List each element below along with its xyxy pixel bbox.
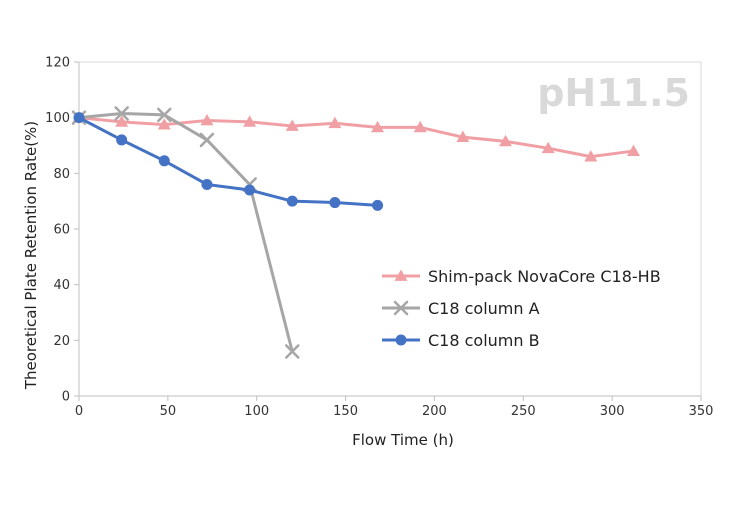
data-point: [116, 134, 128, 146]
x-tick-label: 350: [689, 404, 714, 419]
data-point: [328, 116, 342, 129]
data-point: [114, 106, 129, 121]
legend-label: Shim-pack NovaCore C18-HB: [428, 267, 661, 286]
data-point: [541, 141, 555, 154]
x-tick-label: 300: [600, 404, 625, 419]
y-tick-label: 40: [53, 278, 70, 293]
legend-item: C18 column B: [382, 331, 540, 350]
y-tick-label: 20: [53, 334, 70, 349]
data-point: [285, 119, 299, 131]
data-point: [626, 144, 640, 156]
data-point: [413, 120, 427, 133]
x-tick-label: 150: [333, 404, 358, 419]
x-marker-stroke: [114, 106, 129, 121]
legend-item: Shim-pack NovaCore C18-HB: [382, 267, 661, 286]
data-point: [73, 112, 85, 124]
data-point: [329, 197, 341, 209]
legend-label: C18 column A: [428, 299, 540, 318]
data-point: [157, 107, 172, 123]
x-tick-label: 0: [75, 404, 83, 419]
y-axis-label: Theoretical Plate Retention Rate(%): [22, 121, 40, 390]
legend-marker: [394, 269, 408, 281]
legend-marker: [395, 334, 407, 346]
data-point: [157, 118, 171, 130]
legend-label: C18 column B: [428, 331, 540, 350]
data-point: [243, 115, 257, 127]
data-point: [499, 134, 513, 147]
y-tick-label: 0: [62, 390, 70, 405]
data-point: [115, 115, 129, 127]
x-marker-stroke: [199, 132, 215, 148]
series-line: [77, 116, 635, 159]
data-point: [199, 132, 215, 148]
x-marker-stroke: [157, 107, 172, 123]
x-tick-label: 200: [422, 404, 447, 419]
data-point: [201, 178, 213, 190]
x-tick-label: 100: [244, 404, 269, 419]
chart-annotation: pH11.5: [537, 71, 690, 115]
data-point: [584, 150, 598, 162]
series-line: [77, 111, 294, 353]
x-marker-stroke: [393, 300, 409, 316]
legend-marker: [393, 300, 409, 316]
data-point: [285, 344, 300, 359]
legend-item: C18 column A: [382, 299, 540, 318]
data-point: [456, 130, 470, 143]
x-tick-label: 50: [160, 404, 177, 419]
data-point: [372, 199, 384, 211]
y-tick-label: 60: [53, 223, 70, 238]
series-group: [73, 112, 384, 211]
series-line: [77, 116, 380, 207]
data-point: [371, 120, 385, 133]
y-tick-label: 100: [45, 111, 70, 126]
y-tick-label: 120: [45, 56, 70, 71]
data-point: [200, 113, 214, 126]
x-tick-label: 250: [511, 404, 536, 419]
data-point: [286, 195, 298, 207]
x-axis-label: Flow Time (h): [352, 431, 454, 449]
x-marker-stroke: [285, 344, 300, 359]
data-point: [158, 155, 170, 167]
data-point: [244, 184, 256, 196]
y-tick-label: 80: [53, 167, 70, 182]
